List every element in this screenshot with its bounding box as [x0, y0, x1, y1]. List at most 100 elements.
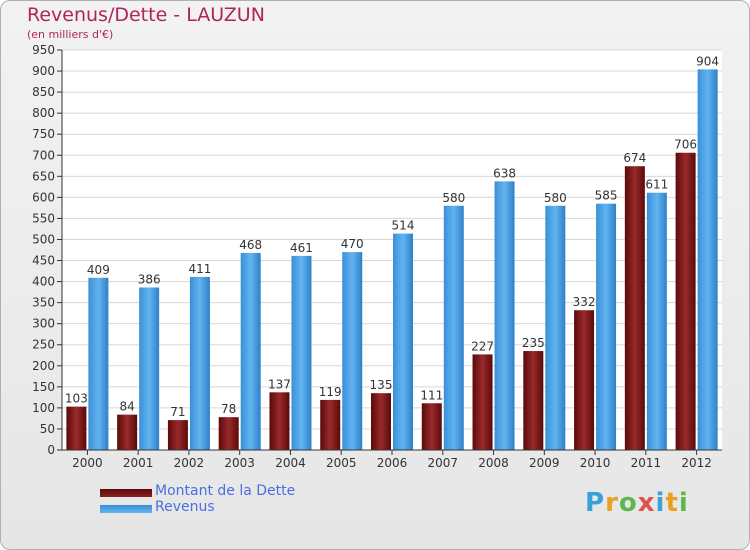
data-label-revenue: 470: [341, 237, 364, 251]
x-tick-label: 2010: [580, 456, 611, 470]
y-tick-label: 100: [32, 401, 55, 415]
data-label-revenue: 580: [442, 191, 465, 205]
data-label-debt: 235: [522, 336, 545, 350]
data-label-debt: 674: [623, 151, 646, 165]
bar-revenue: [88, 277, 109, 450]
logo-letter: P: [585, 488, 606, 518]
x-tick-label: 2006: [377, 456, 408, 470]
bar-revenue: [291, 255, 312, 450]
y-tick-label: 900: [32, 64, 55, 78]
bar-debt: [117, 414, 138, 450]
chart-title: Revenus/Dette - LAUZUN: [27, 4, 265, 26]
bar-revenue: [240, 252, 261, 450]
y-tick-label: 650: [32, 169, 55, 183]
data-label-debt: 71: [170, 405, 185, 419]
bar-debt: [421, 403, 442, 450]
data-label-revenue: 468: [239, 238, 262, 252]
data-label-revenue: 514: [392, 219, 415, 233]
bar-debt: [320, 399, 341, 450]
data-label-revenue: 409: [87, 263, 110, 277]
bar-revenue: [139, 287, 160, 450]
data-label-debt: 227: [471, 339, 494, 353]
x-tick-label: 2000: [72, 456, 103, 470]
y-tick-label: 450: [32, 254, 55, 268]
y-tick-label: 700: [32, 148, 55, 162]
bar-debt: [472, 354, 493, 450]
data-label-debt: 78: [221, 402, 236, 416]
bar-revenue: [443, 205, 464, 450]
data-label-revenue: 461: [290, 241, 313, 255]
data-label-debt: 103: [65, 392, 88, 406]
x-tick-label: 2007: [427, 456, 458, 470]
x-tick-label: 2003: [224, 456, 255, 470]
y-tick-label: 950: [32, 43, 55, 57]
y-tick-label: 400: [32, 275, 55, 289]
logo-letter: i: [678, 488, 689, 518]
bar-debt: [66, 406, 87, 450]
bar-revenue: [342, 252, 363, 450]
y-tick-label: 50: [40, 422, 55, 436]
data-label-debt: 84: [120, 400, 135, 414]
data-label-revenue: 386: [138, 272, 161, 286]
bar-debt: [574, 310, 595, 450]
data-label-revenue: 611: [645, 178, 668, 192]
y-tick-label: 300: [32, 317, 55, 331]
bar-debt: [218, 417, 239, 450]
x-tick-label: 2009: [529, 456, 560, 470]
bar-debt: [675, 152, 696, 450]
bar-revenue: [697, 69, 718, 451]
data-label-debt: 119: [319, 385, 342, 399]
legend-swatch-revenue: [100, 505, 152, 513]
data-label-debt: 137: [268, 377, 291, 391]
data-label-debt: 332: [573, 295, 596, 309]
y-tick-label: 150: [32, 380, 55, 394]
bar-revenue: [189, 276, 210, 450]
y-tick-label: 200: [32, 359, 55, 373]
y-tick-label: 850: [32, 85, 55, 99]
x-tick-label: 2008: [478, 456, 509, 470]
bar-revenue: [596, 203, 617, 450]
data-label-revenue: 411: [188, 262, 211, 276]
y-tick-label: 250: [32, 338, 55, 352]
proxiti-logo: Proxiti: [585, 488, 689, 518]
x-tick-label: 2004: [275, 456, 306, 470]
data-label-revenue: 904: [696, 54, 719, 68]
bar-debt: [167, 420, 188, 450]
legend-label-revenue: Revenus: [155, 499, 215, 515]
bar-revenue: [545, 205, 566, 450]
chart-subtitle: (en milliers d'€): [27, 28, 114, 41]
bar-revenue: [494, 181, 515, 451]
data-label-debt: 135: [370, 378, 393, 392]
data-label-revenue: 585: [595, 189, 618, 203]
logo-letter: x: [637, 488, 656, 518]
y-tick-label: 750: [32, 127, 55, 141]
bar-debt: [523, 351, 544, 450]
legend-swatch-debt: [100, 489, 152, 497]
data-label-revenue: 638: [493, 166, 516, 180]
x-tick-label: 2002: [174, 456, 205, 470]
logo-letter: t: [665, 488, 679, 518]
bar-debt: [269, 392, 290, 450]
x-tick-label: 2012: [681, 456, 712, 470]
y-tick-label: 350: [32, 296, 55, 310]
logo-letter: i: [655, 488, 666, 518]
logo-letter: o: [618, 488, 638, 518]
y-tick-label: 0: [47, 443, 55, 457]
y-tick-label: 550: [32, 211, 55, 225]
bar-debt: [371, 393, 391, 450]
x-tick-label: 2011: [631, 456, 662, 470]
bar-revenue: [393, 233, 413, 450]
data-label-debt: 706: [674, 138, 697, 152]
data-label-revenue: 580: [544, 191, 567, 205]
y-tick-label: 500: [32, 232, 55, 246]
logo-letter: r: [605, 488, 619, 518]
y-tick-label: 600: [32, 190, 55, 204]
x-tick-label: 2005: [326, 456, 357, 470]
y-tick-label: 800: [32, 106, 55, 120]
legend-label-debt: Montant de la Dette: [155, 483, 296, 499]
x-tick-label: 2001: [123, 456, 154, 470]
data-label-debt: 111: [420, 388, 443, 402]
bar-debt: [624, 166, 645, 451]
bar-revenue: [646, 192, 667, 450]
